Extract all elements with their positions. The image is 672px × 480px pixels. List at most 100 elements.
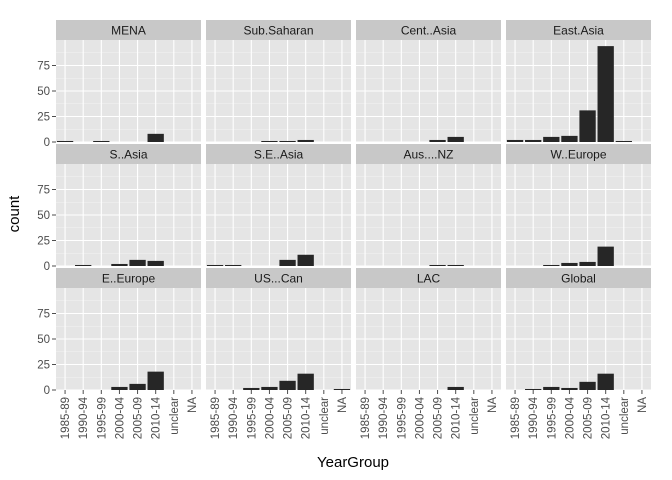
bar-2010-14: [597, 46, 614, 143]
bar-1990-94: [525, 388, 542, 390]
facet-strip: [356, 144, 501, 164]
bar-1990-94: [75, 264, 92, 266]
bar-2005-09: [279, 380, 296, 390]
x-tick-label: 2000-04: [414, 396, 426, 439]
bar-2000-04: [561, 387, 578, 390]
x-tick-label: 1985-89: [360, 397, 372, 439]
bar-2000-04: [261, 386, 278, 390]
bar-1995-99: [93, 140, 110, 142]
bar-NA: [333, 388, 351, 390]
bar-1990-94: [525, 139, 542, 142]
facet-panel: W..Europe: [506, 144, 651, 267]
bar-2000-04: [111, 386, 128, 390]
y-tick-label: 50: [37, 210, 50, 222]
facet-strip: [206, 268, 351, 288]
bar-1990-94: [225, 264, 242, 266]
y-tick-label: 50: [37, 334, 50, 346]
bar-2005-09: [579, 261, 596, 266]
y-axes: 0 25 50 75 0 25 50 75 0 25 50 75: [37, 61, 56, 397]
x-tick-label: NA: [187, 397, 199, 413]
y-tick-label: 0: [44, 385, 50, 397]
x-tick-label: unclear: [169, 397, 181, 435]
facet-title: E..Europe: [102, 272, 156, 286]
bar-2005-09: [579, 110, 596, 142]
facet-panels: MENA Sub.Saharan Cent..Asia East.Asia S..Asi…: [56, 20, 651, 391]
x-tick-label: 2005-09: [283, 397, 295, 439]
x-tick-label: 1985-89: [510, 397, 522, 439]
y-tick-label: 0: [44, 137, 50, 149]
facet-strip: [356, 268, 501, 288]
facet-title: LAC: [417, 272, 441, 286]
x-tick-label: 2005-09: [433, 397, 445, 439]
bar-2010-14: [597, 373, 614, 390]
facet-panel: S.E..Asia: [206, 144, 351, 267]
x-tick-label: 1990-94: [78, 396, 90, 439]
facet-panel: East.Asia: [506, 20, 651, 143]
facet-title: Global: [561, 272, 596, 286]
facet-panel: Cent..Asia: [356, 20, 501, 143]
x-tick-label: 1985-89: [60, 397, 72, 439]
y-tick-label: 75: [37, 309, 50, 321]
bar-unclear: [615, 140, 632, 142]
bar-1985-89: [506, 139, 524, 142]
bar-2000-04: [561, 135, 578, 142]
facet-title: Cent..Asia: [401, 24, 457, 38]
facet-panel: US...Can: [206, 268, 351, 391]
bar-2010-14: [147, 260, 164, 266]
facet-title: East.Asia: [553, 24, 604, 38]
x-tick-label: 2010-14: [451, 396, 463, 439]
x-tick-label: 1990-94: [228, 396, 240, 439]
facet-panel: LAC: [356, 268, 501, 391]
x-tick-label: 1985-89: [210, 397, 222, 439]
bar-2000-04: [561, 262, 578, 266]
facet-title: Sub.Saharan: [243, 24, 313, 38]
facet-title: Aus....NZ: [403, 148, 453, 162]
facet-strip: [206, 20, 351, 40]
x-tick-label: 2010-14: [151, 396, 163, 439]
x-tick-label: 2000-04: [564, 396, 576, 439]
bar-2005-09: [129, 383, 146, 390]
x-tick-label: 2005-09: [583, 397, 595, 439]
x-tick-label: NA: [337, 397, 349, 413]
facet-panel: Sub.Saharan: [206, 20, 351, 143]
facet-panel: E..Europe: [56, 268, 201, 391]
facet-panel: Global: [506, 268, 651, 391]
x-tick-label: 2000-04: [264, 396, 276, 439]
x-tick-label: 2010-14: [301, 396, 313, 439]
bar-1995-99: [243, 387, 260, 390]
bar-2010-14: [597, 246, 614, 266]
x-tick-label: 2005-09: [133, 397, 145, 439]
facet-title: W..Europe: [550, 148, 606, 162]
y-tick-label: 25: [37, 360, 50, 372]
facet-strip: [56, 144, 201, 164]
facet-strip: [56, 268, 201, 288]
x-axes: 1985-89 1990-94 1995-99 2000-04 2005-09 2010-…: [60, 390, 649, 439]
facet-title: S.E..Asia: [254, 148, 304, 162]
x-tick-label: 1995-99: [246, 397, 258, 439]
x-tick-label: 1995-99: [96, 397, 108, 439]
y-tick-label: 50: [37, 86, 50, 98]
facet-title: US...Can: [254, 272, 303, 286]
x-axis-title: YearGroup: [317, 454, 389, 471]
bar-2010-14: [447, 386, 464, 390]
bar-2005-09: [429, 264, 446, 266]
x-tick-label: unclear: [319, 397, 331, 435]
bar-2010-14: [147, 133, 164, 142]
bar-1995-99: [543, 386, 560, 390]
facet-panel: MENA: [56, 20, 201, 143]
x-tick-label: 1990-94: [528, 396, 540, 439]
bar-1985-89: [56, 140, 74, 142]
bar-2005-09: [579, 381, 596, 390]
x-tick-label: NA: [487, 397, 499, 413]
x-tick-label: 2010-14: [601, 396, 613, 439]
bar-1995-99: [543, 136, 560, 142]
y-axis-title: count: [6, 195, 23, 233]
facet-title: MENA: [111, 24, 146, 38]
y-tick-label: 25: [37, 236, 50, 248]
facet-strip: [506, 144, 651, 164]
x-tick-label: unclear: [619, 397, 631, 435]
bar-2005-09: [279, 140, 296, 142]
bar-2010-14: [297, 254, 314, 266]
y-tick-label: 0: [44, 261, 50, 273]
facet-strip: [56, 20, 201, 40]
